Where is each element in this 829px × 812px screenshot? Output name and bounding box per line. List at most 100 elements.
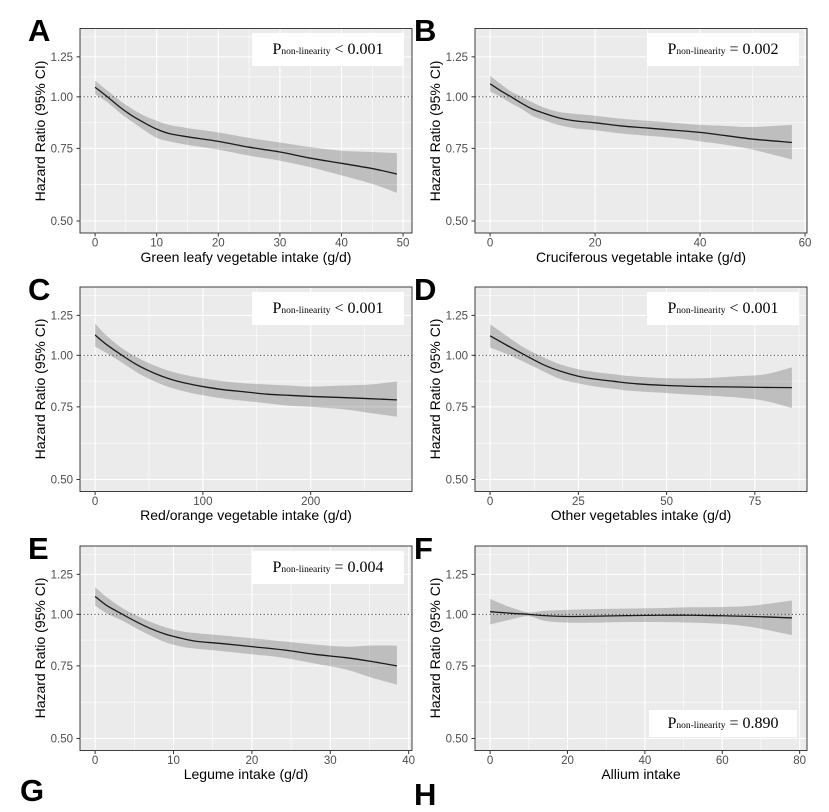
axis-tick-labels: 0.50 0.75 1.00 1.25 0 20 40 60 [446,52,812,250]
p-value: = 0.002 [729,40,779,58]
y-axis-title: Hazard Ratio (95% CI) [32,318,48,460]
hazard-ratio-curve [94,595,398,667]
p-value: = 0.890 [729,714,779,732]
x-tick-label: 0 [487,755,493,767]
y-tick-label: 0.75 [51,402,73,414]
panel-label-d: D [414,272,436,307]
hazard-ratio-curve [490,611,792,619]
y-tick-label: 1.00 [51,92,73,104]
p-subscript: non-linearity [281,46,331,57]
y-tick-label: 0.75 [446,402,468,414]
minor-gridlines [80,546,412,751]
axis-tick-labels: 0.50 0.75 1.00 1.25 0 10 20 30 40 50 [51,52,410,250]
p-prefix: P [667,714,677,732]
y-tick-label: 0.50 [51,733,73,745]
p-prefix: P [667,40,677,58]
x-tick-label: 0 [487,496,493,508]
panel-border [474,545,808,751]
x-axis-title-b: Cruciferous vegetable intake (g/d) [535,249,747,265]
y-tick-label: 0.75 [51,661,73,673]
panel-label-f: F [414,531,433,566]
y-tick-label: 0.50 [51,216,73,228]
x-axis-title-e: Legume intake (g/d) [183,766,309,782]
p-prefix: P [272,40,282,58]
x-tick-label: 40 [638,755,651,767]
x-tick-label: 0 [92,755,98,767]
axis-ticks [471,573,801,754]
axis-tick-labels: 0.50 0.75 1.00 1.25 0 10 20 30 40 [51,569,415,767]
panel-label-b: B [414,13,436,48]
axis-ticks [76,573,410,754]
axis-tick-labels: 0.50 0.75 1.00 1.25 0 25 50 75 [446,310,762,508]
y-tick-label: 1.25 [446,569,468,581]
hazard-ratio-curve [94,86,398,175]
y-tick-label: 1.00 [446,350,468,362]
y-axis-title: Hazard Ratio (95% CI) [427,60,443,202]
x-tick-label: 0 [92,496,98,508]
panel-border [79,28,413,234]
p-subscript: non-linearity [676,720,726,731]
y-axis-title: Hazard Ratio (95% CI) [32,577,48,719]
x-tick-label: 0 [487,238,493,250]
x-tick-label: 30 [324,755,337,767]
panel-border [474,28,808,234]
panel-label-g-partial: G [20,773,44,808]
x-tick-label: 50 [397,238,410,250]
x-tick-label: 20 [245,755,258,767]
axis-tick-labels: 0.50 0.75 1.00 1.25 0 20 40 60 80 [446,569,806,767]
p-prefix: P [272,558,282,576]
p-prefix: P [667,299,677,317]
x-tick-label: 100 [193,496,212,508]
x-axis-title-d: Other vegetables intake (g/d) [550,507,732,523]
p-subscript: non-linearity [281,305,331,316]
y-tick-label: 1.00 [51,350,73,362]
y-tick-label: 0.75 [51,143,73,155]
p-subscript: non-linearity [676,46,726,57]
x-tick-label: 20 [589,238,602,250]
axis-tick-labels: 0.50 0.75 1.00 1.25 0 100 200 [51,310,321,508]
x-tick-label: 80 [793,755,806,767]
y-tick-label: 0.75 [446,143,468,155]
x-tick-label: 60 [799,238,812,250]
p-value: < 0.001 [334,40,384,58]
y-tick-label: 0.50 [446,733,468,745]
y-axis-title: Hazard Ratio (95% CI) [427,318,443,460]
x-tick-label: 40 [335,238,348,250]
x-tick-label: 30 [273,238,286,250]
x-tick-label: 0 [92,238,98,250]
hazard-ratio-spline-figure: 0.50 0.75 1.00 1.25 0 10 20 30 40 50 0.50 0.75 1.00 1… [51,28,812,767]
p-value: < 0.001 [334,299,384,317]
ci-band [490,75,792,160]
y-axis-title: Hazard Ratio (95% CI) [32,60,48,202]
axis-ticks [76,56,404,237]
hazard-ratio-curve [489,335,792,389]
y-tick-label: 1.00 [51,609,73,621]
hazard-ratio-curve [489,83,792,144]
panel-border [474,286,808,492]
x-tick-label: 75 [748,496,761,508]
figure-page: { "figure": { "description": "Six-panel … [20,13,812,810]
ci-band [95,80,397,193]
panel-label-h-partial: H [414,777,436,812]
axis-ticks [471,56,806,237]
y-tick-label: 1.00 [446,609,468,621]
y-tick-label: 1.25 [51,52,73,64]
panel-label-e: E [28,531,49,566]
x-tick-label: 20 [561,755,574,767]
p-subscript: non-linearity [281,564,331,575]
y-tick-label: 1.25 [51,569,73,581]
axis-ticks [76,314,312,495]
y-tick-label: 1.00 [446,92,468,104]
x-tick-label: 25 [572,496,585,508]
y-axis-title: Hazard Ratio (95% CI) [427,577,443,719]
y-tick-label: 0.50 [446,216,468,228]
ci-band [490,598,792,636]
y-tick-label: 0.50 [446,474,468,486]
x-axis-title-f: Allium intake [601,766,681,782]
ci-band [95,323,397,417]
